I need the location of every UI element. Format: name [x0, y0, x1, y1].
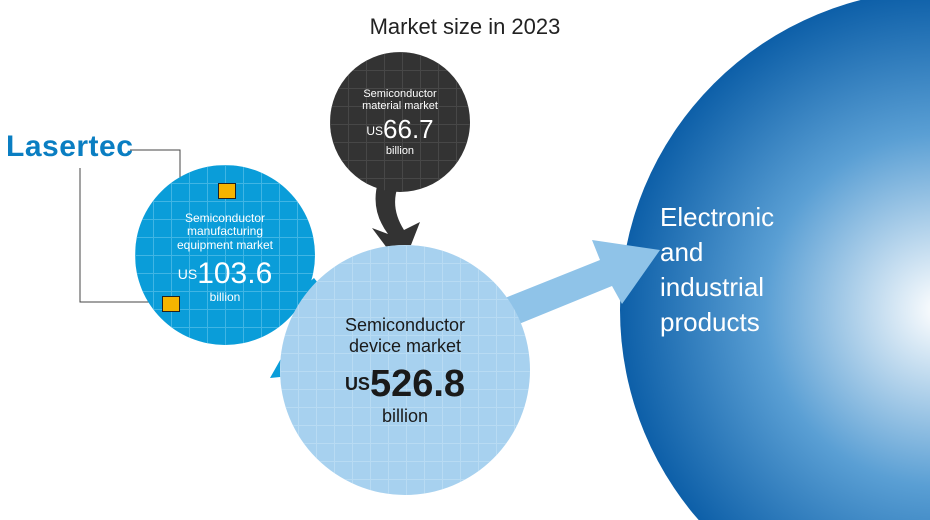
material-label-line: material market: [330, 100, 470, 113]
device-value: US526.8: [280, 363, 530, 407]
material-value: US66.7: [330, 115, 470, 145]
equipment-value: US103.6: [135, 257, 315, 292]
material-label: Semiconductor material market US66.7 bil…: [330, 88, 470, 158]
unit: billion: [280, 406, 530, 427]
products-label-line: and: [660, 235, 880, 270]
value: 103.6: [197, 257, 272, 290]
equipment-label-line: manufacturing: [135, 225, 315, 239]
equipment-label: Semiconductor manufacturing equipment ma…: [135, 212, 315, 306]
products-label-line: industrial: [660, 270, 880, 305]
equipment-label-line: equipment market: [135, 239, 315, 253]
marker-1: [218, 183, 236, 199]
products-label-line: Electronic: [660, 200, 880, 235]
marker-2: [162, 296, 180, 312]
material-label-line: Semiconductor: [330, 88, 470, 101]
unit: billion: [330, 145, 470, 158]
currency: US: [366, 124, 383, 138]
value: 66.7: [383, 114, 434, 144]
products-label: Electronic and industrial products: [660, 200, 880, 340]
value: 526.8: [370, 363, 465, 405]
currency: US: [345, 374, 370, 394]
currency: US: [178, 266, 197, 282]
products-label-line: products: [660, 305, 880, 340]
diagram-stage: { "title": { "text": "Market size in 202…: [0, 0, 930, 520]
device-label: Semiconductor device market US526.8 bill…: [280, 315, 530, 427]
device-label-line: device market: [280, 336, 530, 357]
brand-logo: Lasertec: [6, 130, 133, 164]
equipment-label-line: Semiconductor: [135, 212, 315, 226]
device-label-line: Semiconductor: [280, 315, 530, 336]
